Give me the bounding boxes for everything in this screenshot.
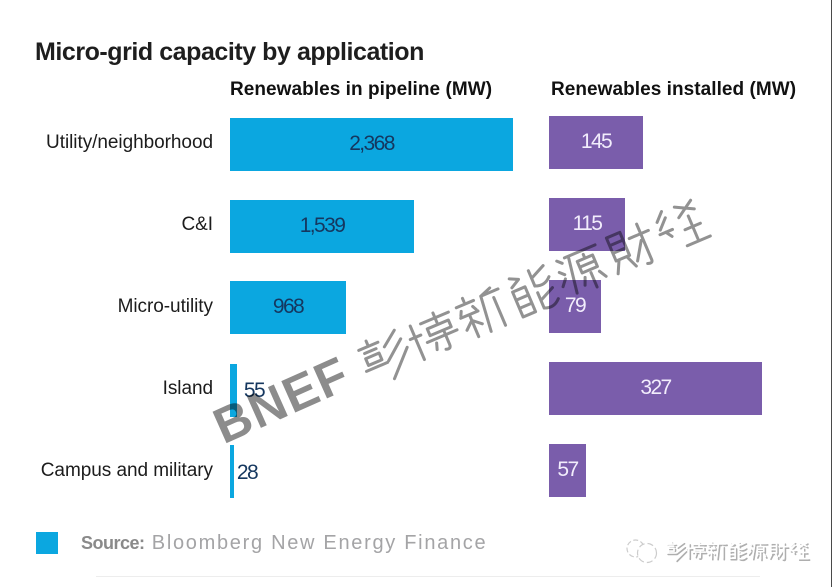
svg-text:BNEF: BNEF bbox=[205, 346, 358, 455]
